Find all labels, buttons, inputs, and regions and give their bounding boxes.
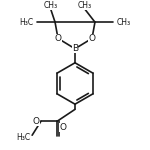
Text: B: B bbox=[72, 44, 78, 53]
Text: H₃C: H₃C bbox=[20, 18, 34, 27]
Text: O: O bbox=[54, 34, 61, 43]
Text: O: O bbox=[33, 117, 40, 126]
Text: CH₃: CH₃ bbox=[78, 1, 92, 10]
Text: O: O bbox=[88, 34, 96, 43]
Text: CH₃: CH₃ bbox=[44, 1, 58, 10]
Text: H₃C: H₃C bbox=[16, 133, 30, 142]
Text: O: O bbox=[59, 123, 66, 132]
Text: CH₃: CH₃ bbox=[116, 18, 130, 27]
